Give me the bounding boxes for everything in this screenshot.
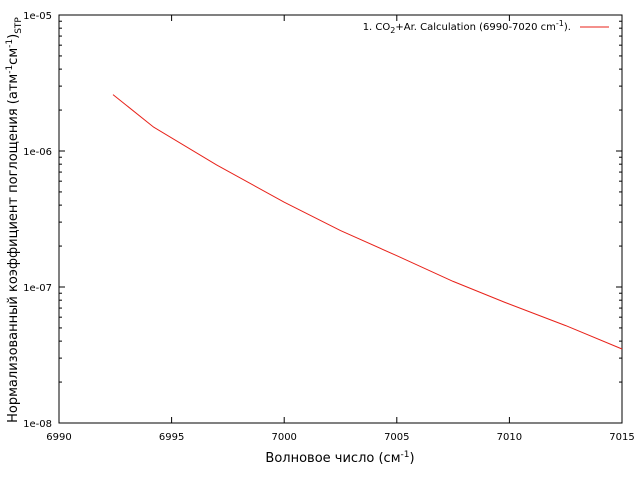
y-axis-label-sup2: -1 — [5, 39, 15, 48]
y-tick-label: 1e-07 — [23, 283, 52, 294]
plot-frame — [58, 14, 623, 424]
y-axis-label-sub: STP — [14, 17, 24, 34]
x-tick-label: 7000 — [271, 432, 296, 443]
y-tick-label: 1e-05 — [23, 11, 52, 22]
x-axis-label-close: ) — [409, 451, 414, 466]
x-tick-label: 7015 — [609, 432, 634, 443]
legend-entry-label: 1. CO2+Ar. Calculation (6990-7020 cm-1). — [363, 19, 571, 35]
x-axis-label-sup: -1 — [401, 450, 410, 460]
y-tick-label: 1e-06 — [23, 147, 52, 158]
series-group — [112, 94, 623, 350]
y-axis-label: Нормализованный коэффициент поглощения (… — [5, 17, 24, 423]
axis-ticks: 6990 6995 7000 7005 7010 7015 1e-08 1e-07 1e-06 1… — [23, 11, 635, 443]
y-tick-label: 1e-08 — [23, 419, 52, 430]
series-line — [112, 94, 623, 350]
y-axis-label-sup1: -1 — [5, 65, 15, 74]
x-axis-label: Волновое число (см-1) — [265, 450, 414, 466]
x-tick-label: 6995 — [159, 432, 184, 443]
x-tick-label: 6990 — [46, 432, 71, 443]
legend: 1. CO2+Ar. Calculation (6990-7020 cm-1). — [363, 19, 609, 35]
x-tick-label: 7010 — [497, 432, 522, 443]
x-tick-label: 7005 — [384, 432, 409, 443]
